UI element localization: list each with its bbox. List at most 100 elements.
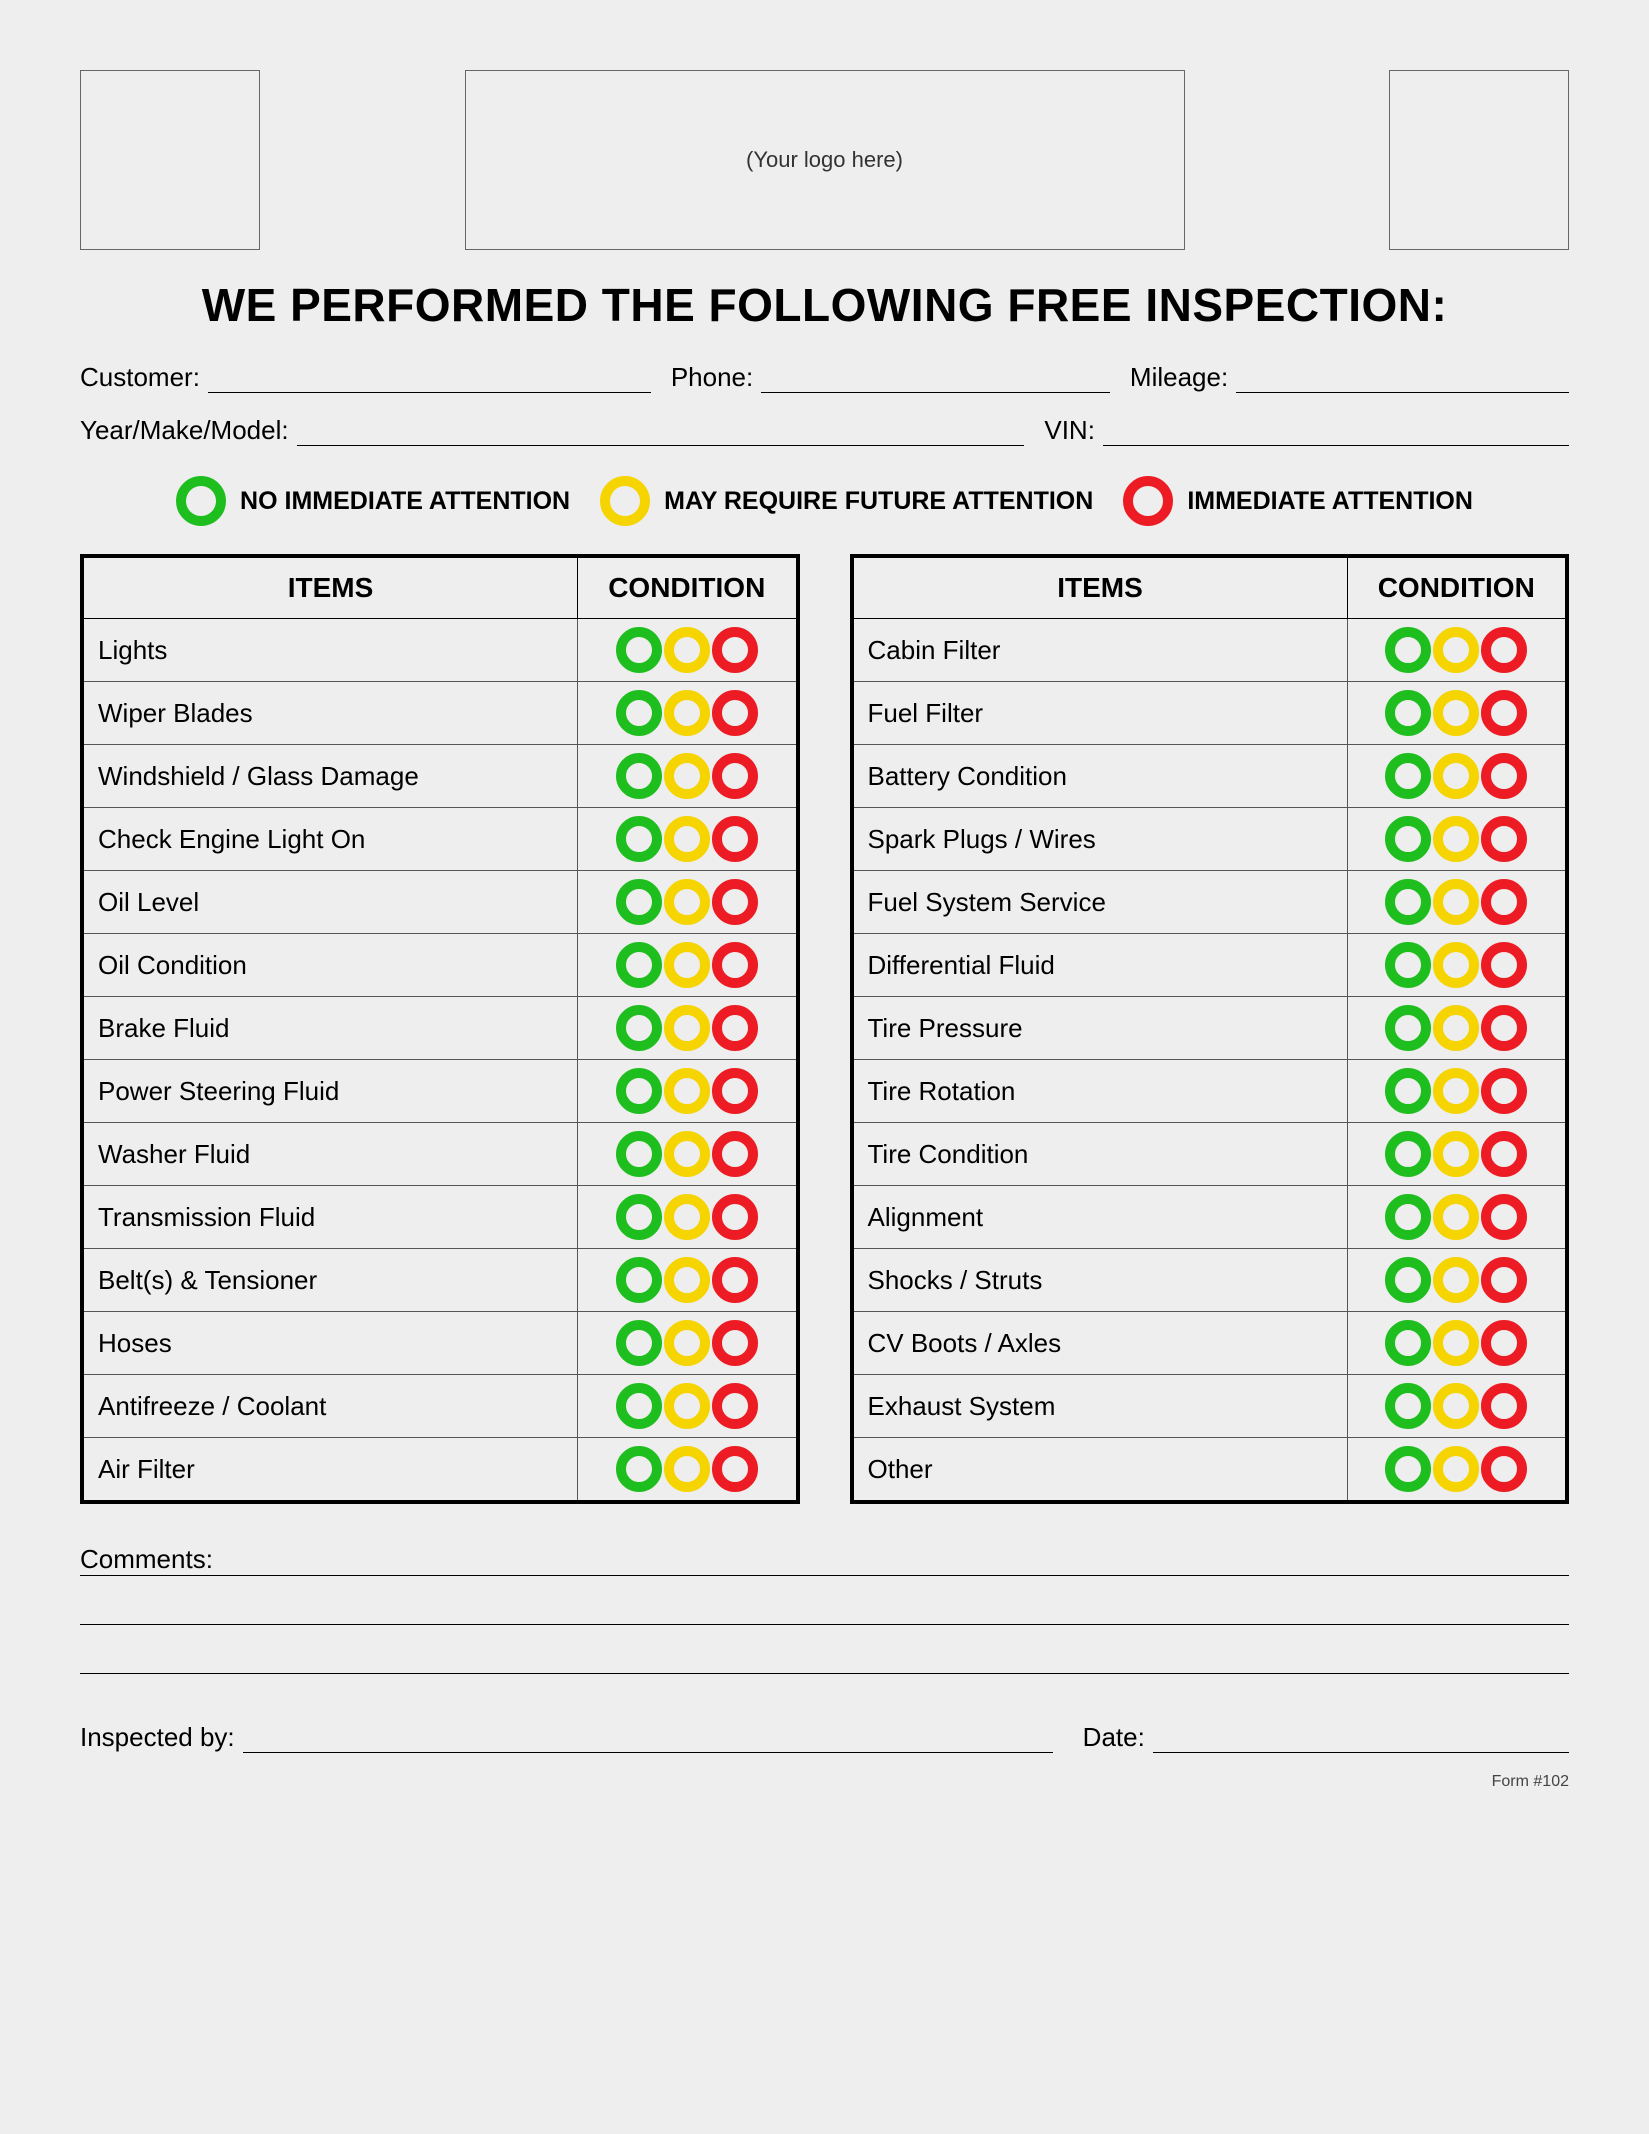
circle-red-icon[interactable] bbox=[1481, 1446, 1527, 1492]
comments-line-3[interactable] bbox=[80, 1673, 1569, 1674]
circle-yellow-icon[interactable] bbox=[1433, 942, 1479, 988]
date-input-line[interactable] bbox=[1153, 1752, 1569, 1753]
circle-green-icon[interactable] bbox=[1385, 879, 1431, 925]
circle-red-icon[interactable] bbox=[1481, 879, 1527, 925]
circle-red-icon[interactable] bbox=[712, 1257, 758, 1303]
circle-green-icon[interactable] bbox=[1385, 942, 1431, 988]
circle-green-icon[interactable] bbox=[1385, 690, 1431, 736]
circle-yellow-icon[interactable] bbox=[1433, 1257, 1479, 1303]
circle-green-icon[interactable] bbox=[1385, 753, 1431, 799]
circle-red-icon[interactable] bbox=[712, 879, 758, 925]
circle-red-icon[interactable] bbox=[712, 627, 758, 673]
circle-red-icon[interactable] bbox=[1481, 1383, 1527, 1429]
circle-green-icon[interactable] bbox=[616, 1194, 662, 1240]
circle-green-icon[interactable] bbox=[616, 1131, 662, 1177]
circle-green-icon[interactable] bbox=[1385, 1257, 1431, 1303]
condition-cell bbox=[1347, 1438, 1567, 1503]
circle-green-icon[interactable] bbox=[616, 942, 662, 988]
circle-green-icon[interactable] bbox=[616, 879, 662, 925]
circle-yellow-icon[interactable] bbox=[1433, 1383, 1479, 1429]
circle-yellow-icon[interactable] bbox=[1433, 816, 1479, 862]
circle-yellow-icon[interactable] bbox=[664, 1194, 710, 1240]
circle-red-icon[interactable] bbox=[1481, 942, 1527, 988]
vin-input-line[interactable] bbox=[1103, 445, 1569, 446]
circle-red-icon[interactable] bbox=[712, 1005, 758, 1051]
circle-red-icon[interactable] bbox=[1481, 1131, 1527, 1177]
circle-yellow-icon[interactable] bbox=[1433, 1194, 1479, 1240]
circle-yellow-icon[interactable] bbox=[664, 627, 710, 673]
circle-green-icon[interactable] bbox=[616, 1068, 662, 1114]
circle-yellow-icon[interactable] bbox=[664, 753, 710, 799]
circle-green-icon[interactable] bbox=[616, 816, 662, 862]
circle-green-icon[interactable] bbox=[1385, 1005, 1431, 1051]
mileage-input-line[interactable] bbox=[1236, 392, 1569, 393]
circle-green-icon[interactable] bbox=[616, 1257, 662, 1303]
circle-green-icon[interactable] bbox=[616, 753, 662, 799]
circle-red-icon[interactable] bbox=[1481, 753, 1527, 799]
circle-yellow-icon[interactable] bbox=[664, 1446, 710, 1492]
circle-yellow-icon[interactable] bbox=[664, 1383, 710, 1429]
circle-red-icon[interactable] bbox=[712, 753, 758, 799]
circle-yellow-icon[interactable] bbox=[1433, 1068, 1479, 1114]
circle-yellow-icon[interactable] bbox=[664, 1131, 710, 1177]
circle-yellow-icon[interactable] bbox=[664, 1257, 710, 1303]
circle-yellow-icon[interactable] bbox=[1433, 1005, 1479, 1051]
item-label: Tire Rotation bbox=[852, 1060, 1348, 1123]
circle-red-icon[interactable] bbox=[1481, 1194, 1527, 1240]
circle-yellow-icon[interactable] bbox=[1433, 753, 1479, 799]
circle-green-icon[interactable] bbox=[1385, 816, 1431, 862]
circle-red-icon[interactable] bbox=[712, 1131, 758, 1177]
circle-yellow-icon[interactable] bbox=[664, 816, 710, 862]
circle-red-icon[interactable] bbox=[1481, 1068, 1527, 1114]
circle-yellow-icon[interactable] bbox=[1433, 627, 1479, 673]
circle-yellow-icon[interactable] bbox=[664, 1005, 710, 1051]
circle-green-icon[interactable] bbox=[616, 627, 662, 673]
circle-green-icon[interactable] bbox=[1385, 1320, 1431, 1366]
circle-yellow-icon[interactable] bbox=[664, 879, 710, 925]
circle-green-icon[interactable] bbox=[616, 1005, 662, 1051]
circle-green-icon[interactable] bbox=[1385, 1194, 1431, 1240]
legend-yellow-text: MAY REQUIRE FUTURE ATTENTION bbox=[664, 487, 1093, 516]
inspected-by-input-line[interactable] bbox=[243, 1752, 1053, 1753]
circle-green-icon[interactable] bbox=[1385, 1446, 1431, 1492]
comments-line-1[interactable]: Comments: bbox=[80, 1544, 1569, 1576]
circle-green-icon[interactable] bbox=[1385, 1131, 1431, 1177]
circle-red-icon[interactable] bbox=[712, 1320, 758, 1366]
ymm-input-line[interactable] bbox=[297, 445, 1025, 446]
circle-yellow-icon[interactable] bbox=[664, 1068, 710, 1114]
circle-red-icon[interactable] bbox=[1481, 1257, 1527, 1303]
circle-red-icon[interactable] bbox=[1481, 690, 1527, 736]
circle-green-icon[interactable] bbox=[616, 690, 662, 736]
circle-green-icon[interactable] bbox=[616, 1446, 662, 1492]
circle-red-icon[interactable] bbox=[712, 816, 758, 862]
circle-red-icon[interactable] bbox=[1481, 1005, 1527, 1051]
th-condition-left: CONDITION bbox=[578, 556, 798, 619]
circle-yellow-icon[interactable] bbox=[1433, 1446, 1479, 1492]
circle-yellow-icon[interactable] bbox=[1433, 1320, 1479, 1366]
circle-yellow-icon[interactable] bbox=[1433, 690, 1479, 736]
circle-red-icon[interactable] bbox=[712, 1446, 758, 1492]
circle-yellow-icon[interactable] bbox=[1433, 879, 1479, 925]
circle-red-icon[interactable] bbox=[712, 1383, 758, 1429]
comments-line-2[interactable] bbox=[80, 1624, 1569, 1625]
circle-green-icon[interactable] bbox=[1385, 1068, 1431, 1114]
circle-yellow-icon[interactable] bbox=[664, 1320, 710, 1366]
circle-green-icon[interactable] bbox=[1385, 1383, 1431, 1429]
circle-red-icon[interactable] bbox=[1481, 816, 1527, 862]
circle-yellow-icon[interactable] bbox=[1433, 1131, 1479, 1177]
circle-red-icon[interactable] bbox=[712, 1194, 758, 1240]
circle-red-icon[interactable] bbox=[1481, 627, 1527, 673]
circle-yellow-icon[interactable] bbox=[664, 942, 710, 988]
circle-red-icon[interactable] bbox=[712, 1068, 758, 1114]
circle-red-icon[interactable] bbox=[712, 690, 758, 736]
page-title: WE PERFORMED THE FOLLOWING FREE INSPECTI… bbox=[80, 278, 1569, 332]
logo-box: (Your logo here) bbox=[465, 70, 1185, 250]
circle-green-icon[interactable] bbox=[616, 1383, 662, 1429]
circle-red-icon[interactable] bbox=[1481, 1320, 1527, 1366]
customer-input-line[interactable] bbox=[208, 392, 651, 393]
circle-green-icon[interactable] bbox=[1385, 627, 1431, 673]
circle-red-icon[interactable] bbox=[712, 942, 758, 988]
circle-yellow-icon[interactable] bbox=[664, 690, 710, 736]
circle-green-icon[interactable] bbox=[616, 1320, 662, 1366]
phone-input-line[interactable] bbox=[761, 392, 1110, 393]
